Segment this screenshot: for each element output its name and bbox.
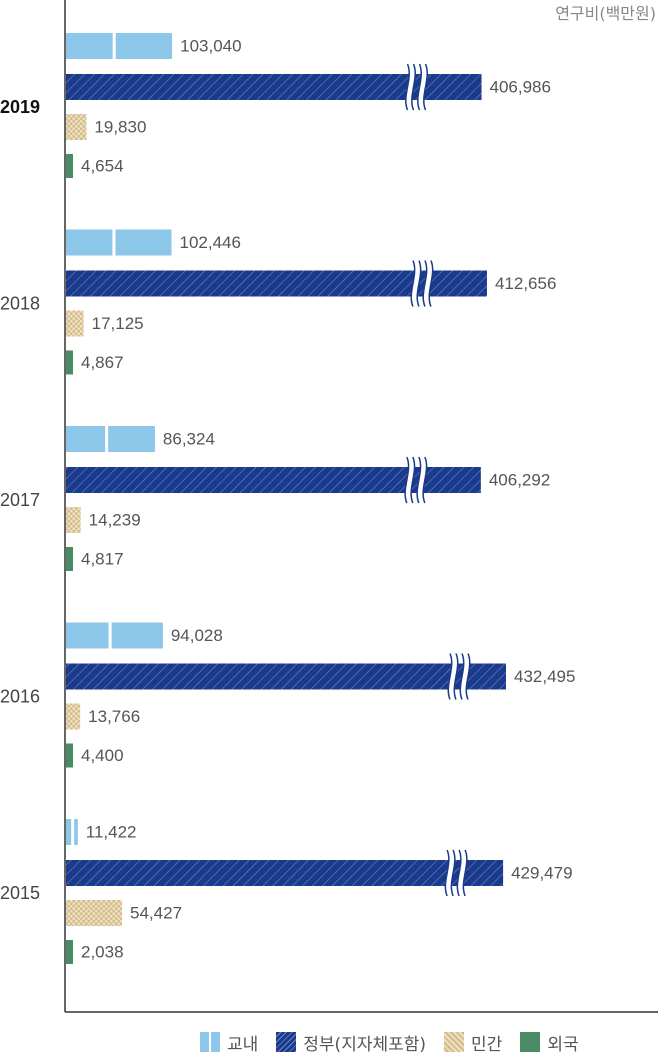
break-line-right-2016-1 bbox=[465, 653, 471, 700]
data-label-2019-series-2: 19,830 bbox=[94, 117, 146, 136]
bar-2018-series-3 bbox=[66, 350, 73, 375]
legend-swatch-campus bbox=[200, 1032, 220, 1052]
break-line-right-2018-1 bbox=[428, 260, 434, 307]
category-label-2016: 2016 bbox=[0, 686, 40, 706]
break-line-left-2017-0 bbox=[404, 456, 410, 504]
data-label-2019-series-1: 406,986 bbox=[490, 77, 551, 96]
break-line-left-2018-1 bbox=[422, 260, 428, 307]
break-line-right-2017-0 bbox=[410, 456, 416, 504]
legend-label-government: 정부(지자체포함) bbox=[303, 1034, 427, 1055]
data-label-2017-series-2: 14,239 bbox=[89, 510, 141, 529]
bar-2019-series-2 bbox=[66, 114, 87, 140]
legend-swatch-foreign bbox=[520, 1032, 541, 1052]
legend-swatch-government bbox=[276, 1032, 297, 1052]
data-label-2015-series-1: 429,479 bbox=[511, 863, 572, 882]
bar-divider-2017 bbox=[105, 426, 109, 452]
break-gap-2018-0 bbox=[411, 259, 421, 308]
data-label-2019-series-3: 4,654 bbox=[81, 156, 124, 175]
data-label-2015-series-2: 54,427 bbox=[130, 903, 182, 922]
bar-2017-series-3 bbox=[66, 547, 73, 571]
legend-item-private: 민간 bbox=[444, 1030, 502, 1055]
break-gap-2015-1 bbox=[457, 848, 467, 898]
bar-2019-series-3 bbox=[66, 154, 73, 178]
unit-label: 연구비(백만원) bbox=[555, 4, 656, 23]
legend-item-campus: 교내 bbox=[200, 1030, 258, 1055]
break-line-left-2019-1 bbox=[417, 63, 422, 111]
data-label-2017-series-3: 4,817 bbox=[81, 549, 124, 568]
category-label-2019: 2019 bbox=[0, 97, 40, 117]
category-label-2017: 2017 bbox=[0, 490, 40, 510]
break-gap-2016-1 bbox=[460, 652, 470, 701]
legend-item-government: 정부(지자체포함) bbox=[276, 1030, 426, 1055]
data-label-2018-series-2: 17,125 bbox=[92, 314, 144, 333]
break-line-left-2016-0 bbox=[447, 653, 453, 700]
legend-item-foreign: 외국 bbox=[520, 1030, 579, 1055]
data-label-2017-series-0: 86,324 bbox=[163, 429, 215, 448]
bar-divider-2015 bbox=[71, 819, 75, 845]
data-label-2017-series-1: 406,292 bbox=[489, 470, 550, 489]
break-line-left-2015-1 bbox=[456, 849, 462, 897]
break-line-right-2017-1 bbox=[422, 456, 428, 504]
data-label-2018-series-0: 102,446 bbox=[180, 233, 241, 252]
data-label-2018-series-1: 412,656 bbox=[495, 274, 556, 293]
bar-2018-series-2 bbox=[66, 310, 84, 337]
break-line-left-2015-0 bbox=[444, 849, 450, 897]
break-line-right-2018-0 bbox=[416, 260, 422, 307]
bar-2016-series-0 bbox=[66, 622, 163, 649]
break-line-right-2015-0 bbox=[450, 849, 456, 897]
break-gap-2016-0 bbox=[448, 652, 458, 701]
break-line-left-2018-0 bbox=[410, 260, 416, 307]
bar-divider-2019 bbox=[112, 33, 116, 59]
bar-2017-series-0 bbox=[66, 426, 155, 452]
bar-2016-series-2 bbox=[66, 703, 81, 730]
legend: 교내 정부(지자체포함) 민간 외국 bbox=[200, 1028, 579, 1056]
legend-label-foreign: 외국 bbox=[547, 1034, 579, 1055]
break-line-right-2019-0 bbox=[411, 63, 416, 111]
break-gap-2019-0 bbox=[405, 62, 416, 112]
data-label-2018-series-3: 4,867 bbox=[81, 353, 124, 372]
bar-2016-series-3 bbox=[66, 743, 73, 768]
legend-label-private: 민간 bbox=[471, 1034, 503, 1055]
break-line-left-2019-0 bbox=[405, 63, 410, 111]
legend-label-campus: 교내 bbox=[227, 1034, 259, 1055]
bar-divider-2016 bbox=[108, 622, 112, 649]
bar-2015-series-1 bbox=[66, 860, 504, 886]
data-label-2016-series-0: 94,028 bbox=[171, 626, 223, 645]
break-line-left-2017-1 bbox=[416, 456, 422, 504]
bar-2018-series-0 bbox=[66, 229, 172, 256]
break-gap-2019-1 bbox=[417, 62, 428, 112]
break-gap-2017-1 bbox=[417, 455, 427, 505]
category-label-2018: 2018 bbox=[0, 293, 40, 313]
break-line-right-2016-0 bbox=[453, 653, 459, 700]
legend-swatch-private bbox=[444, 1032, 465, 1052]
data-label-2016-series-1: 432,495 bbox=[514, 667, 575, 686]
break-gap-2018-1 bbox=[423, 259, 433, 308]
break-line-right-2015-1 bbox=[462, 849, 468, 897]
break-line-right-2019-1 bbox=[423, 63, 428, 111]
bar-2017-series-2 bbox=[66, 507, 81, 533]
bar-divider-2018 bbox=[112, 229, 116, 256]
data-label-2015-series-0: 11,422 bbox=[86, 822, 137, 841]
data-label-2019-series-0: 103,040 bbox=[180, 36, 241, 55]
break-gap-2017-0 bbox=[405, 455, 415, 505]
category-label-2015: 2015 bbox=[0, 883, 40, 903]
bar-2019-series-0 bbox=[66, 33, 173, 59]
bar-2016-series-1 bbox=[66, 663, 506, 690]
bar-2015-series-2 bbox=[66, 900, 123, 926]
bar-2015-series-3 bbox=[66, 940, 73, 964]
data-label-2016-series-2: 13,766 bbox=[88, 707, 140, 726]
break-gap-2015-0 bbox=[445, 848, 455, 898]
data-label-2015-series-3: 2,038 bbox=[81, 942, 124, 961]
break-line-left-2016-1 bbox=[459, 653, 465, 700]
data-label-2016-series-3: 4,400 bbox=[81, 746, 124, 765]
